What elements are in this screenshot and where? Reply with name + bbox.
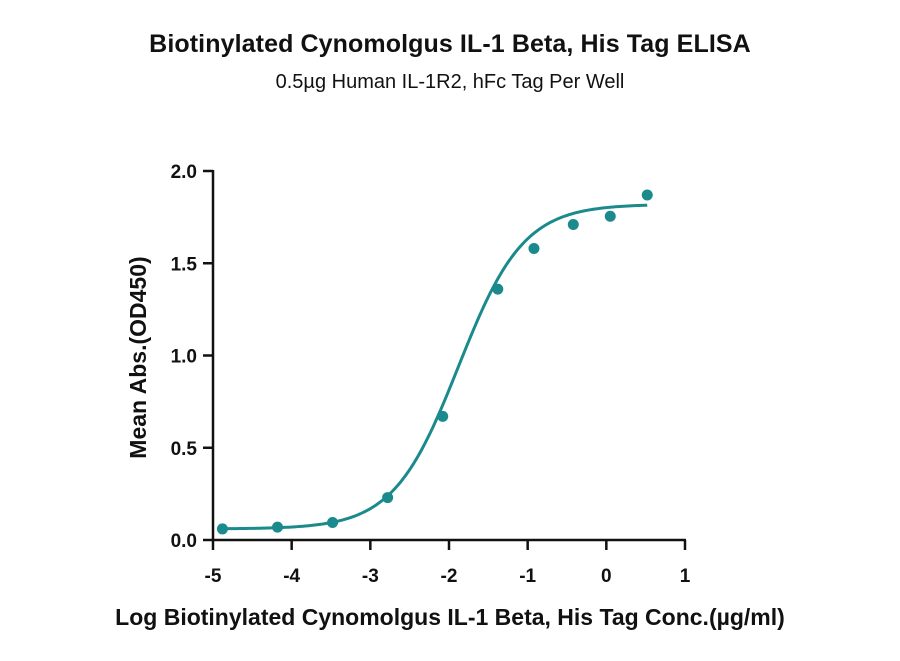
x-tick-label: 1 [680,566,691,587]
chart-subtitle: 0.5µg Human IL-1R2, hFc Tag Per Well [275,71,625,93]
x-tick-label: -2 [441,566,458,587]
data-points [216,189,653,535]
y-tick-label: 1.5 [171,254,198,275]
x-ticks: -5 -4 -3 -2 -1 0 1 [205,540,691,587]
x-tick-label: 0 [601,566,612,587]
y-ticks: 0.0 0.5 1.0 1.5 2.0 [171,162,213,552]
data-point [492,283,504,295]
x-axis-title: Log Biotinylated Cynomolgus IL-1 Beta, H… [115,604,785,630]
y-tick-label: 1.0 [171,347,197,368]
data-point [327,516,339,528]
x-tick-label: -3 [362,566,379,587]
chart-title: Biotinylated Cynomolgus IL-1 Beta, His T… [149,30,751,58]
data-point [528,242,540,254]
x-tick-label: -1 [519,566,536,587]
fit-curve [222,203,648,531]
y-tick-label: 2.0 [171,162,197,183]
axes [211,170,686,542]
x-tick-label: -4 [283,566,300,587]
data-point [567,219,579,231]
y-tick-label: 0.0 [171,531,197,552]
data-point [604,210,616,222]
data-point [641,189,653,201]
y-tick-label: 0.5 [171,439,198,460]
data-point [382,492,394,504]
data-point [437,410,449,422]
x-tick-label: -5 [205,566,222,587]
data-point [216,523,228,535]
y-axis-title: Mean Abs.(OD450) [125,256,151,458]
data-point [272,521,284,533]
